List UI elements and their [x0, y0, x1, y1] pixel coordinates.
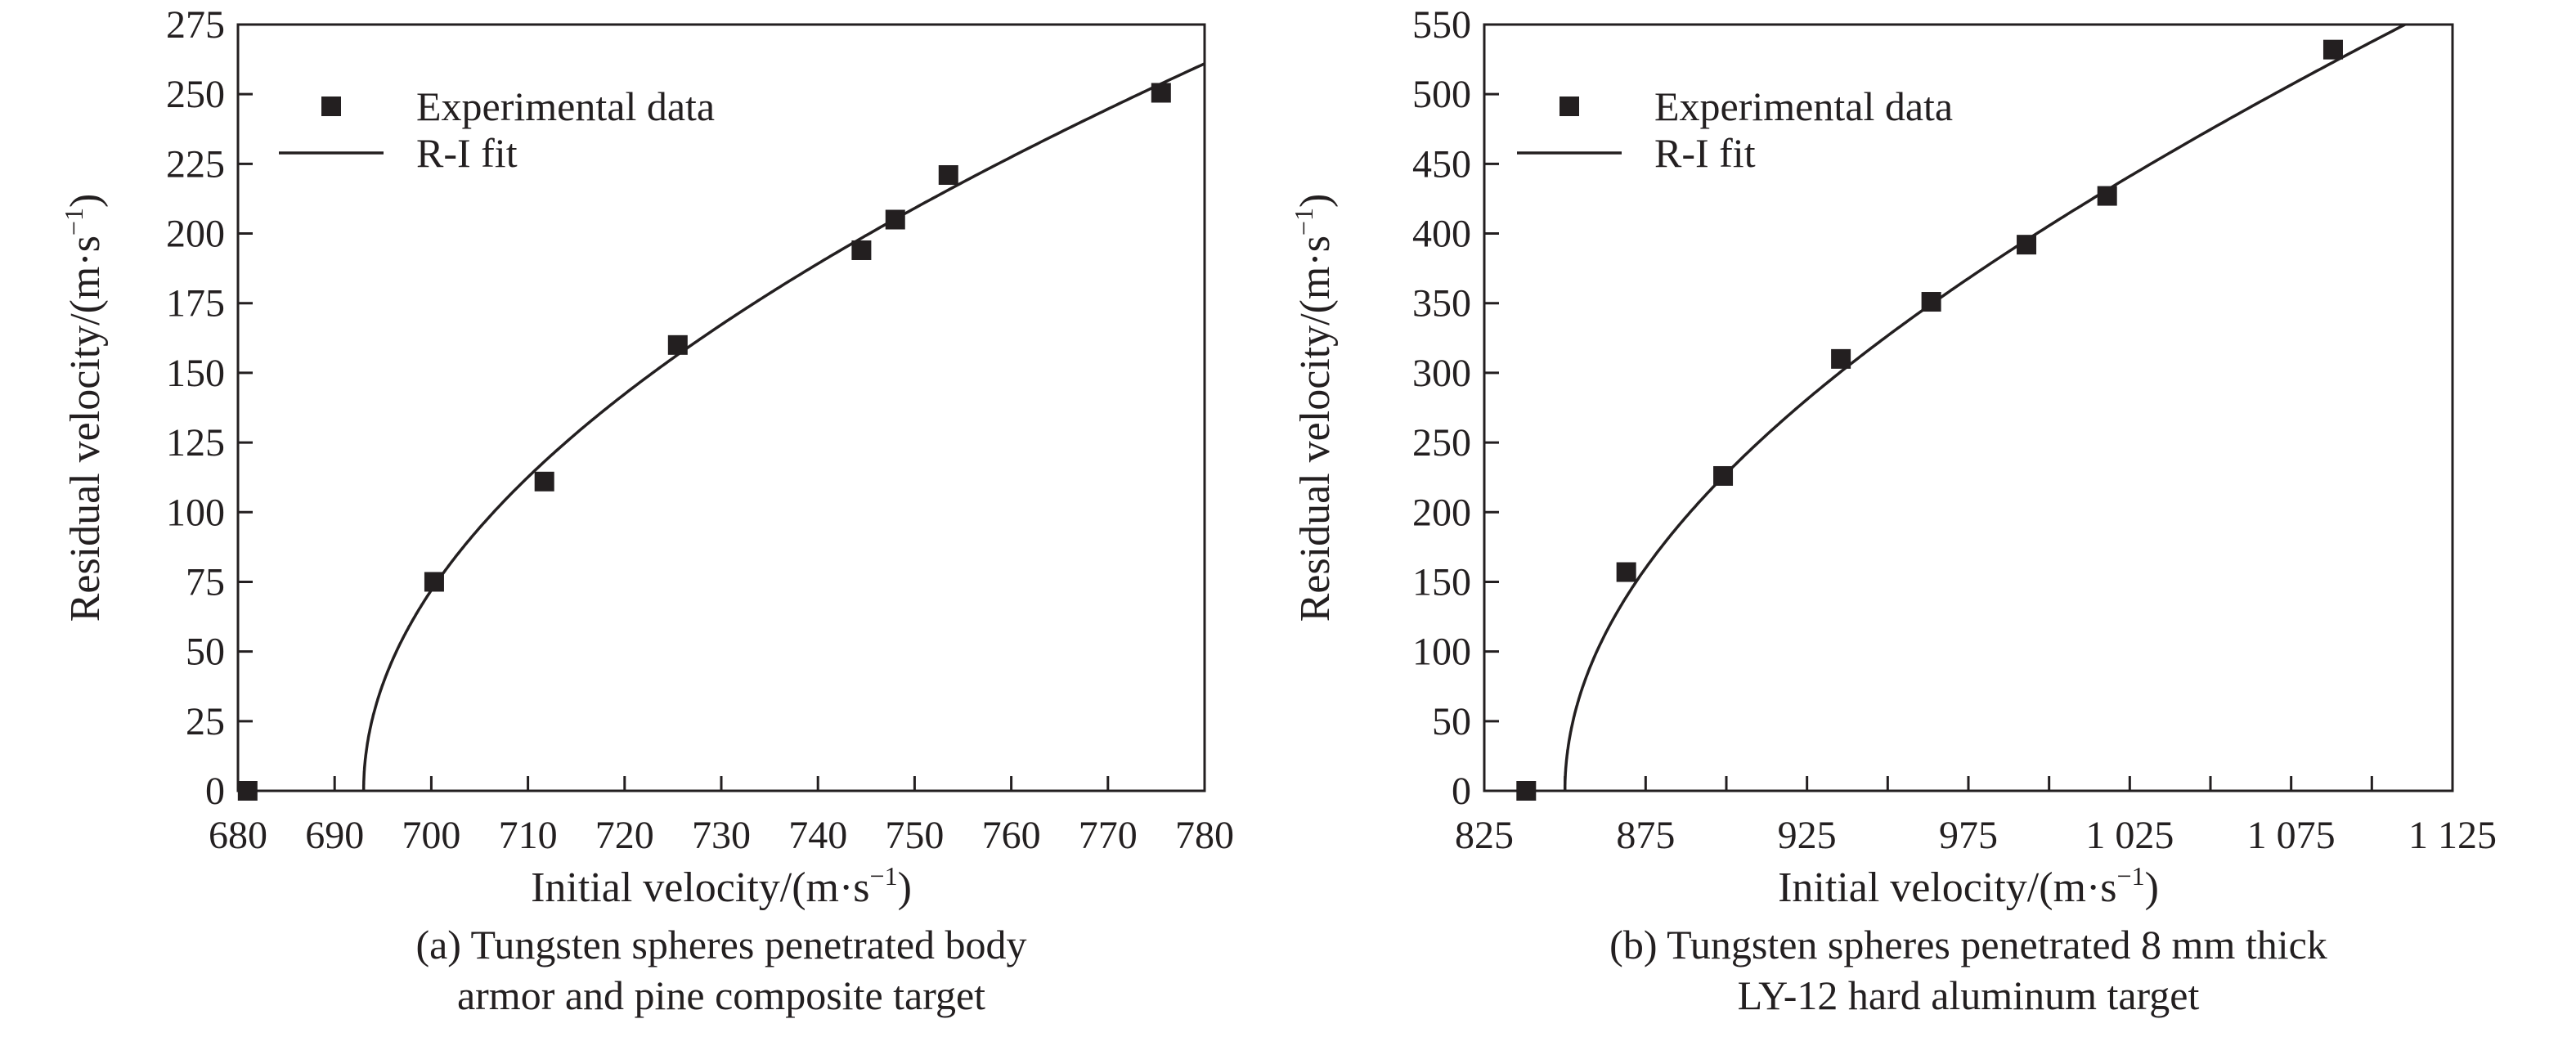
x-tick-label: 1 075	[2247, 814, 2336, 857]
data-point	[2017, 235, 2037, 255]
y-axis-label-sup: −1	[59, 208, 88, 236]
y-tick-label: 250	[1412, 421, 1471, 465]
x-axis-label: Initial velocity/(m·s−1)	[531, 861, 912, 911]
x-tick-label: 875	[1616, 814, 1675, 857]
y-tick-label: 450	[1412, 142, 1471, 186]
x-tick-label: 700	[402, 814, 460, 857]
legend-label: R-I fit	[416, 130, 518, 176]
legend-marker-square	[321, 97, 341, 116]
x-tick-label: 975	[1939, 814, 1998, 857]
data-point	[938, 164, 958, 185]
legend-marker-square	[1560, 97, 1579, 116]
x-axis-label-end: )	[2145, 864, 2159, 911]
caption-line: (b) Tungsten spheres penetrated 8 mm thi…	[1609, 922, 2327, 967]
y-tick-label: 225	[166, 142, 225, 186]
legend-label: R-I fit	[1654, 130, 1756, 176]
data-point	[1713, 465, 1734, 486]
fit-curve	[361, 62, 1205, 791]
x-tick-label: 750	[885, 814, 944, 857]
data-point	[1616, 562, 1636, 582]
data-point	[2097, 186, 2117, 206]
legend-label: Experimental data	[416, 83, 715, 129]
data-point	[851, 240, 872, 260]
data-point	[424, 572, 444, 592]
legend-label: Experimental data	[1654, 83, 1953, 129]
y-tick-label: 150	[1412, 560, 1471, 604]
x-tick-label: 925	[1778, 814, 1837, 857]
y-tick-label: 0	[205, 770, 225, 813]
x-axis-label: Initial velocity/(m·s−1)	[1778, 861, 2159, 911]
y-tick-label: 100	[166, 491, 225, 534]
data-point	[1921, 292, 1941, 312]
data-point	[1151, 83, 1171, 103]
fit-curve	[1563, 25, 2408, 791]
x-tick-label: 825	[1455, 814, 1514, 857]
caption-line: LY-12 hard aluminum target	[1738, 972, 2200, 1018]
x-tick-label: 720	[595, 814, 654, 857]
y-tick-label: 275	[166, 3, 225, 47]
x-tick-label: 1 125	[2408, 814, 2497, 857]
x-tick-label: 730	[692, 814, 751, 857]
y-axis-label-text: Residual velocity/(m·s	[1292, 236, 1339, 622]
x-axis-label-text: Initial velocity/(m·s	[531, 864, 869, 911]
plot-frame	[236, 23, 1206, 792]
caption-line: armor and pine composite target	[457, 972, 985, 1018]
y-axis-label-end: )	[1292, 194, 1339, 208]
y-tick-label: 500	[1412, 73, 1471, 116]
y-axis-label-text: Residual velocity/(m·s	[62, 236, 109, 622]
x-axis-label-text: Initial velocity/(m·s	[1778, 864, 2116, 911]
x-tick-label: 710	[499, 814, 558, 857]
chart-b: 825 875 925 975 1 025 1 075 1 125 0 50 100 150 200 2…	[1289, 3, 2497, 1018]
data-point	[2322, 39, 2343, 60]
x-tick-label: 760	[982, 814, 1041, 857]
x-axis-label-end: )	[898, 864, 912, 911]
y-tick-label: 75	[186, 560, 225, 604]
x-tick-label: 1 025	[2085, 814, 2174, 857]
y-axis-label-sup: −1	[1289, 208, 1318, 236]
data-point	[885, 209, 905, 230]
x-tick-label: 680	[209, 814, 267, 857]
y-axis-label: Residual velocity/(m·s−1)	[1289, 194, 1339, 622]
data-point	[237, 781, 258, 801]
y-tick-label: 250	[166, 73, 225, 116]
data-point	[534, 471, 554, 492]
x-tick-label: 690	[305, 814, 364, 857]
y-axis-label-end: )	[62, 194, 109, 208]
y-tick-label: 200	[166, 213, 225, 256]
x-tick-label: 740	[788, 814, 847, 857]
y-tick-label: 50	[186, 631, 225, 674]
y-tick-label: 0	[1452, 770, 1471, 813]
y-tick-label: 125	[166, 421, 225, 465]
chart-a: 680 690 700 710 720 730 740 750 760 770 780 0 25 50 75…	[59, 3, 1234, 1018]
y-axis-label: Residual velocity/(m·s−1)	[59, 194, 109, 622]
caption-line: (a) Tungsten spheres penetrated body	[415, 922, 1026, 967]
x-axis-label-sup: −1	[870, 861, 898, 891]
y-tick-label: 25	[186, 700, 225, 743]
plot-frame	[1483, 23, 2454, 792]
y-tick-label: 350	[1412, 282, 1471, 325]
y-tick-label: 100	[1412, 631, 1471, 674]
y-tick-label: 175	[166, 282, 225, 325]
data-point	[1516, 781, 1537, 801]
y-tick-label: 300	[1412, 352, 1471, 395]
y-tick-label: 150	[166, 352, 225, 395]
y-tick-label: 550	[1412, 3, 1471, 47]
data-point	[667, 334, 688, 355]
y-tick-label: 400	[1412, 213, 1471, 256]
x-tick-label: 770	[1079, 814, 1138, 857]
y-tick-label: 200	[1412, 491, 1471, 534]
x-axis-label-sup: −1	[2117, 861, 2145, 891]
x-tick-label: 780	[1175, 814, 1234, 857]
data-point	[1831, 348, 1851, 369]
y-tick-label: 50	[1432, 700, 1471, 743]
